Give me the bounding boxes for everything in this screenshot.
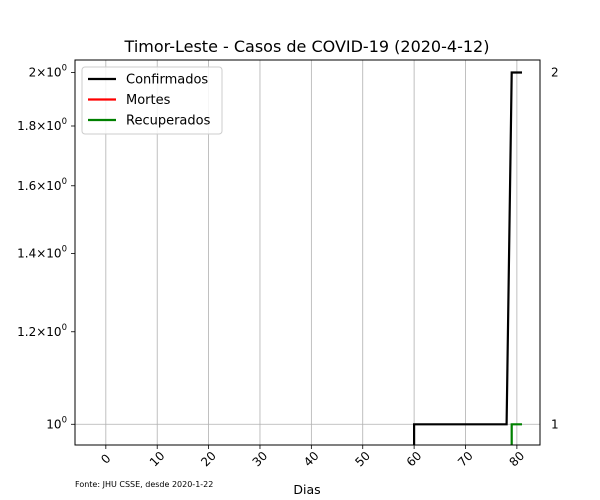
x-tick-label: 50 (352, 449, 373, 470)
legend-label-mortes: Mortes (126, 93, 171, 108)
x-tick-label: 10 (147, 449, 168, 470)
plot-frame (74, 59, 541, 446)
x-tick-label: 40 (301, 449, 322, 470)
x-tick-label: 0 (98, 451, 113, 466)
x-axis-label: Dias (293, 482, 320, 497)
end-label-confirmados: 2 (551, 66, 559, 80)
series-lines (413, 71, 522, 445)
chart-title: Timor-Leste - Casos de COVID-19 (2020-4-… (124, 37, 490, 56)
y-tick-label: 1.8×100 (17, 117, 67, 133)
series-line-recuperados (510, 423, 522, 445)
legend: Confirmados Mortes Recuperados (81, 66, 223, 135)
source-note: Fonte: JHU CSSE, desde 2020-1-22 (75, 480, 213, 489)
y-tick-label: 100 (46, 415, 67, 431)
end-label-recuperados: 1 (551, 417, 559, 431)
x-tick-label: 70 (455, 449, 476, 470)
legend-box (81, 66, 223, 135)
y-tick-label: 1.4×100 (17, 245, 67, 261)
y-tick-label: 2×100 (29, 64, 67, 80)
y-tick-label: 1.6×100 (17, 177, 67, 193)
series-end-labels: 21 (551, 66, 559, 432)
x-tick-label: 20 (198, 449, 219, 470)
y-axis-ticks: 100 1.2×100 1.4×100 1.6×100 1.8×100 2×100 (17, 64, 75, 431)
x-tick-label: 60 (404, 449, 425, 470)
legend-label-confirmados: Confirmados (126, 73, 208, 88)
x-tick-label: 30 (250, 449, 271, 470)
y-tick-label: 1.2×100 (17, 323, 67, 339)
legend-label-recuperados: Recuperados (126, 114, 211, 129)
x-tick-label: 80 (507, 449, 528, 470)
series-line-confirmados (413, 71, 522, 445)
x-axis-ticks: 0 10 20 30 40 50 60 70 80 (98, 445, 527, 469)
